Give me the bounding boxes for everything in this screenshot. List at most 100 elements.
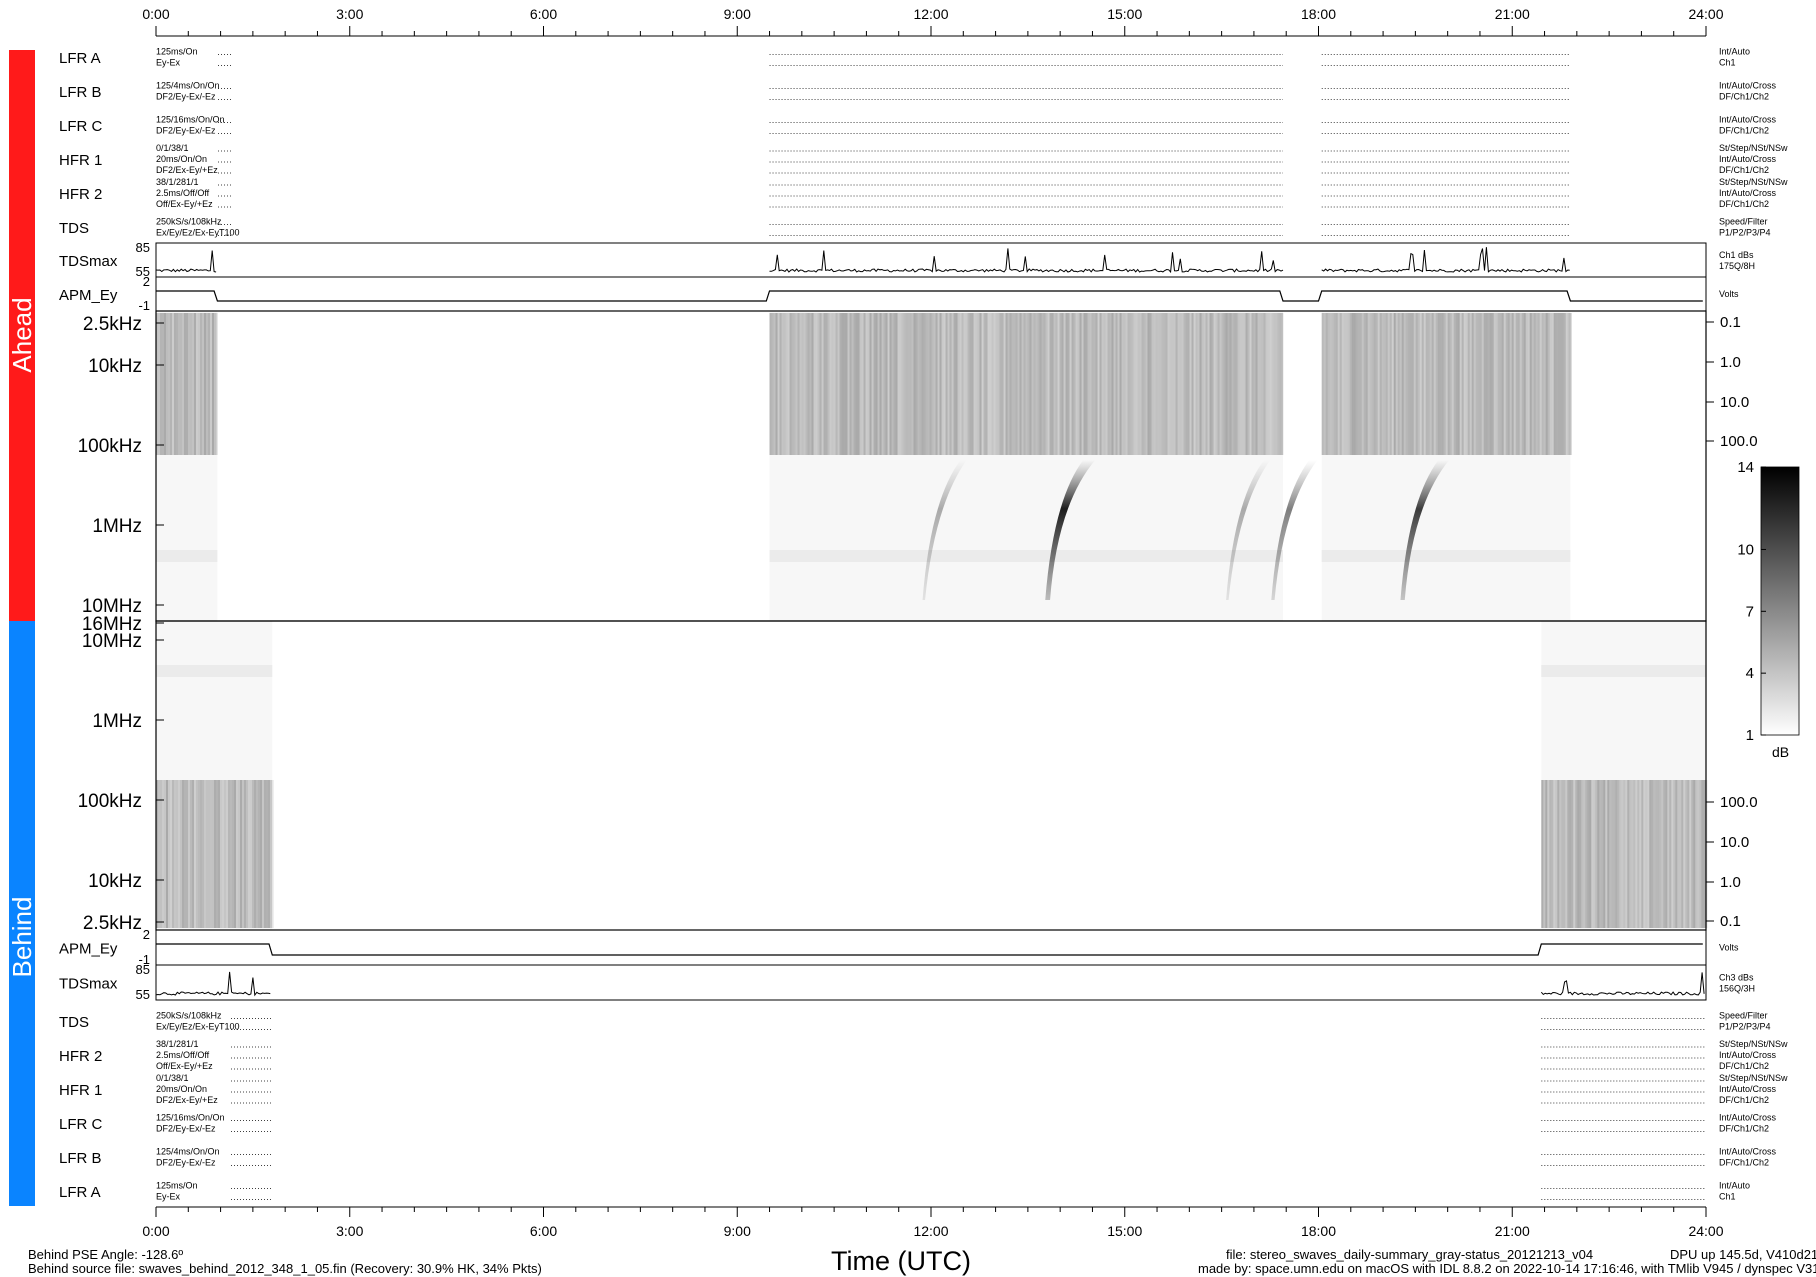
ahead-status-name: LFR B <box>59 84 102 101</box>
ahead-noise-col <box>1449 313 1452 455</box>
ahead-noise-col <box>907 313 910 455</box>
ahead-noise-col <box>158 313 160 455</box>
ahead-noise-col <box>1351 313 1354 455</box>
ahead-status-left: 0/1/38/1 <box>156 143 189 153</box>
ahead-tds-label: TDSmax <box>59 253 118 270</box>
ahead-noise-col <box>1481 313 1484 455</box>
behind-noise-col <box>242 780 244 928</box>
ahead-noise-col <box>1447 313 1450 455</box>
ahead-noise-col <box>999 313 1002 455</box>
ahead-noise-col <box>1529 313 1532 455</box>
ahead-noise-col <box>1125 313 1128 455</box>
ahead-status-name: LFR A <box>59 50 101 67</box>
ahead-noise-col <box>1375 313 1378 455</box>
behind-status-right: DF/Ch1/Ch2 <box>1719 1061 1769 1071</box>
ahead-noise-col <box>1391 313 1394 455</box>
ahead-noise-col <box>1069 313 1072 455</box>
behind-noise-col <box>1683 780 1686 928</box>
ahead-noise-col <box>1357 313 1360 455</box>
ahead-mid-band <box>769 550 1283 562</box>
ahead-noise-col <box>881 313 884 455</box>
behind-noise-col <box>240 780 242 928</box>
behind-noise-col <box>156 780 158 928</box>
ahead-noise-col <box>959 313 962 455</box>
behind-noise-col <box>256 780 258 928</box>
ahead-noise-col <box>803 313 806 455</box>
behind-lf-band <box>156 780 273 928</box>
behind-noise-col <box>1603 780 1606 928</box>
behind-noise-col <box>1685 780 1688 928</box>
ahead-noise-col <box>1231 313 1234 455</box>
ahead-status-right: St/Step/NSt/NSw <box>1719 143 1788 153</box>
ahead-noise-col <box>1441 313 1444 455</box>
ahead-noise-col <box>1475 313 1478 455</box>
ahead-status-left: Ey-Ex <box>156 58 181 68</box>
ahead-noise-col <box>1407 313 1410 455</box>
ahead-noise-col <box>1227 313 1230 455</box>
ahead-noise-col <box>1245 313 1248 455</box>
ahead-noise-col <box>1053 313 1056 455</box>
ahead-tdsmax-series <box>155 250 217 273</box>
ahead-noise-col <box>186 313 188 455</box>
ahead-noise-col <box>1453 313 1456 455</box>
ahead-noise-col <box>1445 313 1448 455</box>
ahead-noise-col <box>1335 313 1338 455</box>
ahead-noise-col <box>1563 313 1566 455</box>
ahead-noise-col <box>1225 313 1228 455</box>
behind-apm-label: APM_Ey <box>59 941 118 958</box>
behind-tdsmax-series <box>1540 972 1705 996</box>
ahead-noise-col <box>1365 313 1368 455</box>
ahead-noise-col <box>905 313 908 455</box>
timeseries-layer <box>155 247 1705 997</box>
ahead-status-left: Ex/Ey/Ez/Ex-EyT100 <box>156 228 240 238</box>
behind-noise-col <box>168 780 170 928</box>
behind-noise-col <box>204 780 206 928</box>
ahead-noise-col <box>1511 313 1514 455</box>
behind-noise-col <box>1623 780 1626 928</box>
ahead-noise-col <box>182 313 184 455</box>
behind-noise-col <box>1631 780 1634 928</box>
ahead-status-left: 38/1/281/1 <box>156 177 199 187</box>
status-lines-layer <box>217 54 1706 1200</box>
ahead-noise-col <box>1521 313 1524 455</box>
behind-apm-right: Volts <box>1719 943 1739 953</box>
ahead-noise-col <box>1107 313 1110 455</box>
ahead-apm-tick-top: 2 <box>143 274 150 289</box>
ahead-noise-col <box>981 313 984 455</box>
type-iii-burst <box>1045 460 1096 600</box>
ahead-noise-col <box>1523 313 1526 455</box>
ahead-noise-col <box>1205 313 1208 455</box>
ahead-noise-col <box>1209 313 1212 455</box>
ahead-status-right: DF/Ch1/Ch2 <box>1719 126 1769 136</box>
ahead-noise-col <box>1323 313 1326 455</box>
ahead-status-name: HFR 2 <box>59 186 102 203</box>
ahead-noise-col <box>1009 313 1012 455</box>
behind-noise-col <box>1599 780 1602 928</box>
ahead-lf-band <box>1321 313 1571 455</box>
behind-noise-col <box>272 780 274 928</box>
ahead-noise-col <box>859 313 862 455</box>
ahead-noise-col <box>1387 313 1390 455</box>
behind-noise-col <box>1671 780 1674 928</box>
ahead-noise-col <box>1547 313 1550 455</box>
ahead-noise-col <box>851 313 854 455</box>
behind-noise-col <box>1543 780 1546 928</box>
behind-noise-col <box>1567 780 1570 928</box>
ahead-noise-col <box>779 313 782 455</box>
ahead-noise-col <box>885 313 888 455</box>
ahead-noise-col <box>995 313 998 455</box>
ahead-noise-col <box>1415 313 1418 455</box>
ahead-noise-col <box>807 313 810 455</box>
ahead-noise-col <box>935 313 938 455</box>
ahead-noise-col <box>1183 313 1186 455</box>
ahead-freq-label: 16MHz <box>82 614 142 635</box>
ahead-noise-col <box>1235 313 1238 455</box>
ahead-noise-col <box>1241 313 1244 455</box>
ahead-noise-col <box>1059 313 1062 455</box>
behind-noise-col <box>218 780 220 928</box>
behind-noise-col <box>194 780 196 928</box>
ahead-noise-col <box>1483 313 1486 455</box>
ahead-noise-col <box>1121 313 1124 455</box>
behind-noise-col <box>188 780 190 928</box>
ahead-noise-col <box>1383 313 1386 455</box>
